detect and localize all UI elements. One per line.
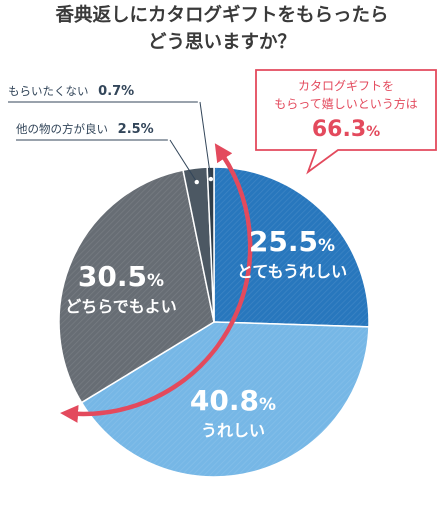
slice-small-value: 2.5%	[118, 122, 154, 137]
pie-slice-hatch-1	[214, 167, 369, 327]
slice-value-unit: %	[147, 271, 164, 291]
slice-category-label-3: どちらでもよい	[65, 297, 177, 316]
callout-value: 66.3%	[312, 117, 380, 142]
callout-line2: もらって嬉しいという方は	[274, 96, 417, 111]
leader-lines	[8, 99, 214, 185]
highlight-arc	[60, 143, 253, 423]
leader-line-diag-4	[169, 139, 198, 183]
callout-value-unit: %	[366, 124, 380, 140]
slice-value-label-3: 30.5%	[78, 260, 164, 293]
slice-small-label-4: 他の物の方が良い 2.5%	[16, 122, 154, 137]
chart-title-line2: どう思いますか？	[147, 32, 296, 53]
callout-value-number: 66.3	[312, 117, 366, 142]
slice-category-label-1: とてもうれしい	[237, 262, 347, 281]
leader-line-diag-5	[199, 101, 212, 180]
slice-value-unit: %	[259, 395, 276, 415]
slice-category-label-2: うれしい	[201, 421, 265, 440]
highlight-arc-line	[60, 143, 253, 423]
slice-value-number: 30.5	[78, 260, 147, 293]
chart-title: 香典返しにカタログギフトをもらったら どう思いますか？	[0, 2, 444, 56]
slice-value-number: 40.8	[190, 384, 259, 417]
slice-small-category: もらいたくない	[8, 84, 92, 98]
leader-end-dot-5	[208, 176, 214, 182]
slice-small-label-5: もらいたくない 0.7%	[8, 84, 134, 99]
chart-title-line1: 香典返しにカタログギフトをもらったら	[55, 5, 389, 26]
slice-value-unit: %	[318, 236, 335, 256]
slice-labels: 25.5% とてもうれしい 40.8% うれしい 30.5% どちらでもよい もらいたくない…	[8, 84, 347, 440]
callout-frame	[255, 69, 437, 175]
slice-value-label-1: 25.5%	[249, 225, 335, 258]
slice-value-number: 25.5	[249, 225, 318, 258]
slice-small-category: 他の物の方が良い	[16, 122, 112, 136]
callout-line1: カタログギフトを	[298, 79, 394, 93]
leader-end-dot-4	[194, 179, 199, 185]
slice-value-label-2: 40.8%	[190, 384, 276, 417]
slice-small-value: 0.7%	[98, 84, 134, 99]
